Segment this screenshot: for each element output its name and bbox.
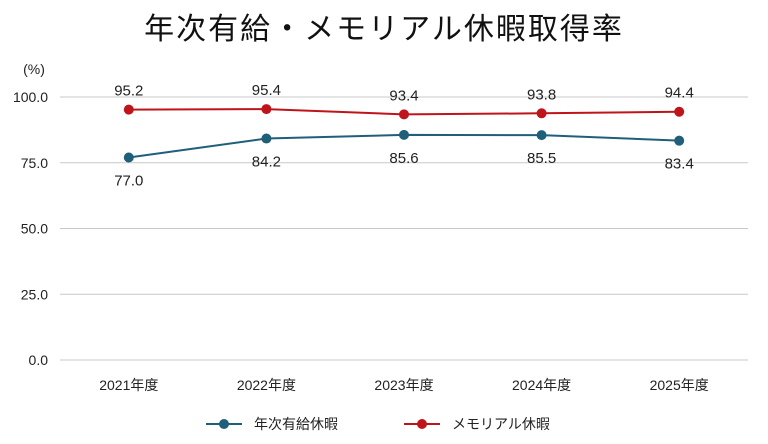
chart-title: 年次有給・メモリアル休暇取得率 (144, 12, 624, 47)
x-tick-label: 2025年度 (650, 377, 709, 393)
data-label: 77.0 (114, 172, 143, 189)
data-label: 95.2 (114, 83, 143, 100)
data-label: 83.4 (665, 156, 694, 173)
data-point (261, 104, 272, 115)
data-label: 85.6 (389, 150, 418, 167)
y-tick-label: 100.0 (13, 89, 48, 105)
x-tick-label: 2024年度 (512, 377, 571, 393)
data-point (261, 133, 272, 144)
data-label: 93.4 (389, 87, 418, 104)
data-label: 94.4 (665, 85, 694, 102)
data-label: 95.4 (252, 82, 281, 99)
y-tick-label: 50.0 (21, 221, 48, 237)
data-point (123, 104, 134, 115)
data-point (123, 152, 134, 163)
data-point (536, 130, 547, 141)
data-label: 84.2 (252, 154, 281, 171)
data-point (399, 109, 409, 120)
legend-label: 年次有給休暇 (254, 417, 338, 433)
data-label: 85.5 (527, 150, 556, 167)
data-point (674, 106, 685, 117)
y-unit-label: (%) (23, 61, 45, 77)
data-point (674, 135, 685, 146)
legend-label: メモリアル休暇 (452, 417, 550, 433)
data-label: 93.8 (527, 86, 556, 103)
data-point (399, 129, 409, 140)
y-tick-label: 75.0 (21, 155, 48, 171)
legend-marker (219, 419, 229, 429)
legend-marker (417, 419, 427, 429)
y-tick-label: 0.0 (29, 352, 49, 368)
x-tick-label: 2021年度 (99, 377, 158, 393)
y-tick-label: 25.0 (21, 286, 48, 302)
data-point (536, 108, 547, 119)
x-tick-label: 2023年度 (374, 377, 433, 393)
x-tick-label: 2022年度 (237, 377, 296, 393)
